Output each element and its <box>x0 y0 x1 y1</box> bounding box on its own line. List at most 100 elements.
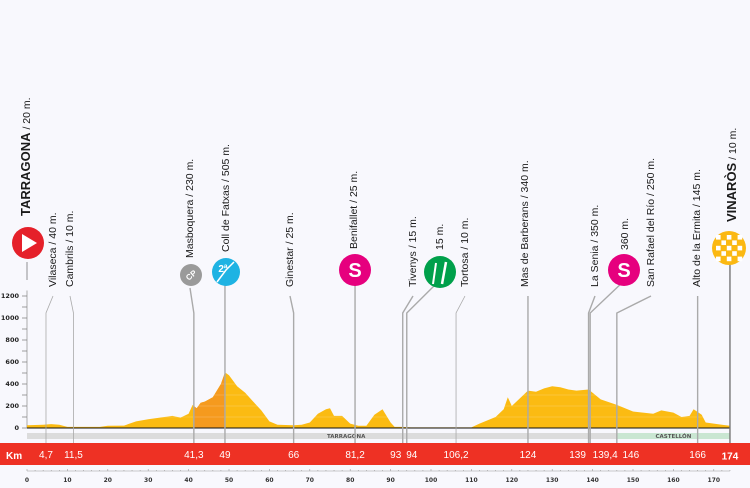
waypoint-km: 124 <box>520 450 537 461</box>
x-tick-label: 170 <box>708 477 721 484</box>
km-bar <box>0 443 750 465</box>
sprint-text: S <box>348 260 361 282</box>
climb-category-text: 2ª <box>218 264 228 275</box>
finish-checker-square <box>716 245 721 251</box>
waypoint-altitude: 360 m. <box>619 218 631 250</box>
y-tick-label: 200 <box>5 402 19 410</box>
waypoint-km: 94 <box>406 450 418 461</box>
x-tick-label: 0 <box>25 477 29 484</box>
x-tick-label: 80 <box>346 477 354 484</box>
sprint-icon <box>608 254 640 286</box>
waypoint-km: 49 <box>219 450 231 461</box>
x-tick-label: 40 <box>184 477 192 484</box>
y-tick-label: 1200 <box>1 292 20 300</box>
waypoint-name: Tortosa <box>459 252 471 287</box>
waypoint-leader-line <box>455 295 466 443</box>
waypoint-km: 66 <box>288 450 300 461</box>
waypoint-leader-line <box>69 295 74 443</box>
waypoint-name: La Senia <box>589 245 601 287</box>
waypoint-name: Vilaseca <box>47 247 59 287</box>
waypoint-altitude: / 10 m. <box>459 218 471 253</box>
waypoint-altitude: / 25 m. <box>348 171 360 206</box>
x-tick-label: 50 <box>225 477 233 484</box>
region-band <box>27 433 617 439</box>
waypoint-name: Coll de Fatxas <box>220 185 232 252</box>
finish-checker-square <box>726 256 732 262</box>
feed-zone-icon <box>424 256 456 288</box>
region-label: TARRAGONA <box>327 434 366 440</box>
start-arrow-icon <box>22 234 37 252</box>
waypoint-km: 139,4 <box>593 450 618 461</box>
waypoint-leader-line <box>616 295 652 443</box>
waypoint-km: 11,5 <box>64 450 83 461</box>
finish-checker-square <box>737 245 743 251</box>
x-tick-label: 160 <box>667 477 680 484</box>
waypoint-label: Masboquera / 230 m. <box>184 159 196 258</box>
x-tick-label: 10 <box>63 477 71 484</box>
x-tick-label: 100 <box>425 477 438 484</box>
waypoint-altitude: / 10 m. <box>727 128 739 163</box>
waypoint-altitude: / 505 m. <box>220 144 232 185</box>
waypoint-altitude: 15 m. <box>434 224 446 250</box>
waypoint-altitude: / 350 m. <box>589 205 601 246</box>
climb-highlight-area <box>193 372 225 428</box>
waypoint-km: 106,2 <box>444 450 469 461</box>
finish-checker-square <box>716 235 721 240</box>
finish-checker-square <box>737 256 743 262</box>
waypoint-name: Alto de la Ermita <box>691 210 703 287</box>
waypoint-km: 146 <box>622 450 639 461</box>
waypoint-altitude: / 25 m. <box>284 212 296 247</box>
finish-checker-square <box>726 235 732 240</box>
waypoint-label: Tortosa / 10 m. <box>459 218 471 287</box>
sprint-text: S <box>617 260 630 282</box>
region-band <box>616 433 730 439</box>
waypoint-name: Ginestar <box>284 247 296 287</box>
waypoint-leader-line <box>406 279 441 443</box>
waypoint-altitude: / 15 m. <box>407 216 419 251</box>
x-tick-label: 120 <box>506 477 519 484</box>
waypoint-altitude: / 20 m. <box>21 97 33 132</box>
y-tick-label: 0 <box>14 424 19 432</box>
y-tick-label: 800 <box>5 336 19 344</box>
checkpoint-icon <box>180 264 202 286</box>
x-tick-label: 130 <box>546 477 559 484</box>
waypoint-leader-line <box>589 279 626 443</box>
finish-checker-square <box>732 240 737 245</box>
waypoint-leader-line <box>189 287 195 443</box>
finish-checker-square <box>721 240 726 245</box>
waypoint-label: 15 m. <box>434 224 446 250</box>
waypoint-label: Benifallet / 25 m. <box>348 171 360 249</box>
total-distance: 174 <box>722 452 739 463</box>
waypoint-km: 139 <box>569 450 586 461</box>
x-tick-label: 30 <box>144 477 152 484</box>
waypoint-leader-line <box>45 295 54 443</box>
waypoint-altitude: / 250 m. <box>645 158 657 199</box>
x-tick-label: 150 <box>627 477 640 484</box>
y-tick-label: 600 <box>5 358 19 366</box>
waypoint-label: 360 m. <box>619 218 631 250</box>
waypoint-leader-line <box>402 295 414 443</box>
waypoint-altitude: / 230 m. <box>184 159 196 200</box>
waypoint-label: VINARÒS / 10 m. <box>724 128 739 222</box>
y-tick-label: 400 <box>5 380 19 388</box>
waypoint-km: 81,2 <box>345 450 365 461</box>
waypoint-name: VINARÒS <box>724 162 739 222</box>
sprint-icon <box>339 254 371 286</box>
waypoint-leader-line <box>587 295 596 443</box>
x-tick-label: 70 <box>306 477 314 484</box>
waypoint-label: Cambrils / 10 m. <box>64 211 76 287</box>
waypoint-label: TARRAGONA / 20 m. <box>18 97 33 216</box>
finish-checker-square <box>737 235 743 240</box>
elevation-profile-area <box>27 372 730 428</box>
waypoint-name: Benifallet <box>348 206 360 249</box>
finish-checker-square <box>716 256 721 262</box>
region-label: CASTELLÓN <box>655 433 691 440</box>
waypoint-altitude: / 10 m. <box>64 211 76 246</box>
waypoint-km: 166 <box>689 450 706 461</box>
knife-icon <box>440 261 448 285</box>
finish-checker-square <box>721 251 726 256</box>
finish-checker-square <box>726 245 732 251</box>
waypoint-label: La Senia / 350 m. <box>589 205 601 287</box>
waypoint-name: TARRAGONA <box>18 132 33 216</box>
